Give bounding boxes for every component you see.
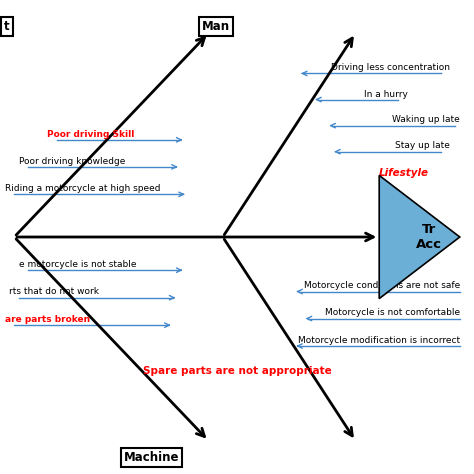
Text: e motorcycle is not stable: e motorcycle is not stable bbox=[19, 260, 137, 269]
Text: Motorcycle conditions are not safe: Motorcycle conditions are not safe bbox=[303, 282, 460, 290]
Text: In a hurry: In a hurry bbox=[364, 90, 408, 99]
Text: Machine: Machine bbox=[124, 451, 180, 464]
Text: Riding a motorcycle at high speed: Riding a motorcycle at high speed bbox=[5, 184, 160, 193]
Text: Poor driving Skill: Poor driving Skill bbox=[47, 130, 135, 138]
Text: Tr
Acc: Tr Acc bbox=[416, 223, 442, 251]
Text: Lifestyle: Lifestyle bbox=[379, 168, 429, 178]
Text: Motorcycle is not comfortable: Motorcycle is not comfortable bbox=[325, 309, 460, 317]
Polygon shape bbox=[379, 175, 460, 299]
Text: Poor driving knowledge: Poor driving knowledge bbox=[19, 157, 125, 165]
Text: Driving less concentration: Driving less concentration bbox=[331, 64, 450, 72]
Text: t: t bbox=[4, 19, 10, 33]
Text: Spare parts are not appropriate: Spare parts are not appropriate bbox=[143, 365, 331, 376]
Text: Waking up late: Waking up late bbox=[392, 116, 460, 124]
Text: rts that do not work: rts that do not work bbox=[9, 288, 100, 296]
Text: Stay up late: Stay up late bbox=[395, 142, 450, 150]
Text: Man: Man bbox=[201, 19, 230, 33]
Text: Motorcycle modification is incorrect: Motorcycle modification is incorrect bbox=[298, 336, 460, 345]
Text: are parts broken: are parts broken bbox=[5, 315, 90, 324]
